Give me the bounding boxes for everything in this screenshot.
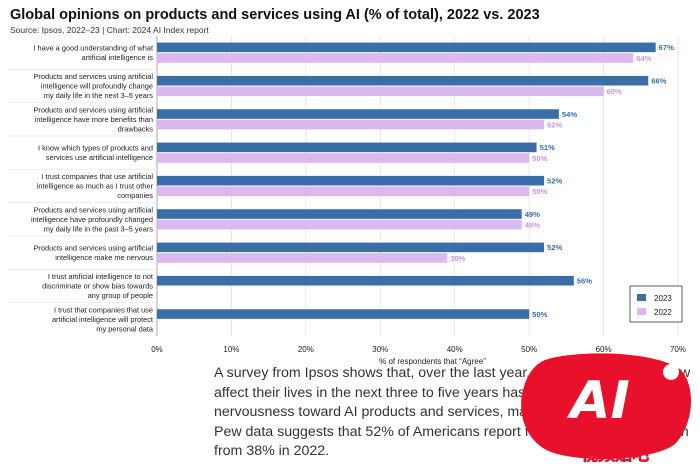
category-label: intelligence have more benefits than bbox=[35, 115, 153, 124]
bar-2023 bbox=[157, 75, 649, 86]
chart-subtitle: Source: Ipsos, 2022–23 | Chart: 2024 AI … bbox=[10, 25, 209, 35]
data-label-2022: 50% bbox=[532, 187, 547, 196]
data-label-2023: 52% bbox=[547, 243, 562, 252]
data-label-2022: 50% bbox=[532, 154, 547, 163]
data-label-2022: 49% bbox=[525, 220, 540, 229]
watermark-logo: AI 视频贴吧 bbox=[521, 353, 692, 465]
x-tick-label: 50% bbox=[521, 345, 537, 354]
bar-2023 bbox=[157, 175, 545, 186]
bar-2023 bbox=[157, 42, 656, 53]
legend-box bbox=[629, 285, 683, 323]
x-axis-title: % of respondents that “Agree” bbox=[379, 357, 486, 366]
bar-2022 bbox=[157, 86, 604, 97]
bar-2022 bbox=[157, 53, 634, 63]
legend-label: 2023 bbox=[654, 294, 672, 303]
data-label-2022: 60% bbox=[607, 87, 622, 96]
category-label: I trust companies that use artificial bbox=[41, 172, 153, 181]
watermark-subtext: 视频贴吧 bbox=[581, 444, 649, 465]
category-label: Products and services using artificial bbox=[33, 205, 153, 214]
category-label: discriminate or show bias towards bbox=[42, 282, 153, 291]
bar-2022 bbox=[157, 186, 530, 197]
bar-2023 bbox=[157, 242, 545, 253]
category-label: companies bbox=[117, 191, 153, 200]
category-label: intelligence as much as I trust other bbox=[37, 182, 154, 191]
category-label: intelligence will profoundly change bbox=[41, 82, 153, 91]
data-label-2023: 54% bbox=[562, 110, 577, 119]
category-label: I trust that companies that use bbox=[54, 305, 153, 314]
legend-swatch bbox=[637, 308, 646, 315]
data-label-2023: 51% bbox=[540, 143, 555, 152]
category-label: Products and services using artificial bbox=[33, 243, 153, 252]
watermark-shape bbox=[521, 353, 692, 459]
bar-2023 bbox=[157, 142, 537, 153]
data-label-2023: 50% bbox=[532, 310, 547, 319]
category-label: intelligence make me nervous bbox=[55, 253, 153, 262]
data-label-2023: 56% bbox=[577, 277, 592, 286]
category-label: my daily life in the next 3–5 years bbox=[44, 91, 154, 100]
x-tick-label: 30% bbox=[372, 345, 388, 354]
data-label-2023: 66% bbox=[651, 77, 666, 86]
bar-2023 bbox=[157, 109, 559, 119]
x-tick-label: 20% bbox=[298, 345, 314, 354]
bar-2022 bbox=[157, 219, 522, 230]
legend-label: 2022 bbox=[654, 308, 672, 317]
data-label-2022: 64% bbox=[636, 54, 651, 63]
category-label: my personal data bbox=[96, 325, 154, 334]
data-label-2023: 52% bbox=[547, 177, 562, 186]
watermark-dot bbox=[663, 364, 679, 380]
data-label-2023: 67% bbox=[659, 43, 674, 52]
legend-swatch bbox=[637, 294, 646, 301]
x-tick-label: 0% bbox=[151, 345, 163, 354]
x-tick-label: 10% bbox=[223, 345, 239, 354]
data-label-2023: 49% bbox=[525, 210, 540, 219]
category-label: I trust artificial intelligence to not bbox=[48, 272, 153, 281]
article-line: from 38% in 2022. bbox=[214, 443, 330, 460]
chart-title: Global opinions on products and services… bbox=[10, 7, 540, 23]
category-label: drawbacks bbox=[118, 125, 154, 134]
data-label-2022: 52% bbox=[547, 120, 562, 129]
bar-2023 bbox=[157, 209, 522, 219]
category-label: my daily life in the past 3–5 years bbox=[44, 225, 154, 234]
bar-2023 bbox=[157, 309, 530, 319]
category-label: any group of people bbox=[88, 291, 153, 300]
category-label: I have a good understanding of what bbox=[33, 43, 153, 52]
category-label: artificial intelligence will protect bbox=[52, 315, 153, 324]
data-label-2022: 39% bbox=[450, 254, 465, 263]
category-label: services use artificial intelligence bbox=[46, 153, 153, 162]
category-label: artificial intelligence is bbox=[82, 53, 154, 62]
x-tick-label: 40% bbox=[447, 345, 463, 354]
bar-2022 bbox=[157, 153, 530, 163]
category-label: intelligence have profoundly changed bbox=[31, 215, 153, 224]
x-tick-label: 60% bbox=[596, 345, 612, 354]
bar-2022 bbox=[157, 119, 545, 130]
category-label: Products and services using artificial bbox=[33, 72, 153, 81]
x-tick-label: 70% bbox=[670, 345, 686, 354]
category-label: I know which types of products and bbox=[38, 143, 153, 152]
bar-2022 bbox=[157, 253, 448, 263]
watermark-text: AI bbox=[566, 371, 630, 431]
category-label: Products and services using artificial bbox=[33, 105, 153, 114]
bar-2023 bbox=[157, 275, 574, 286]
